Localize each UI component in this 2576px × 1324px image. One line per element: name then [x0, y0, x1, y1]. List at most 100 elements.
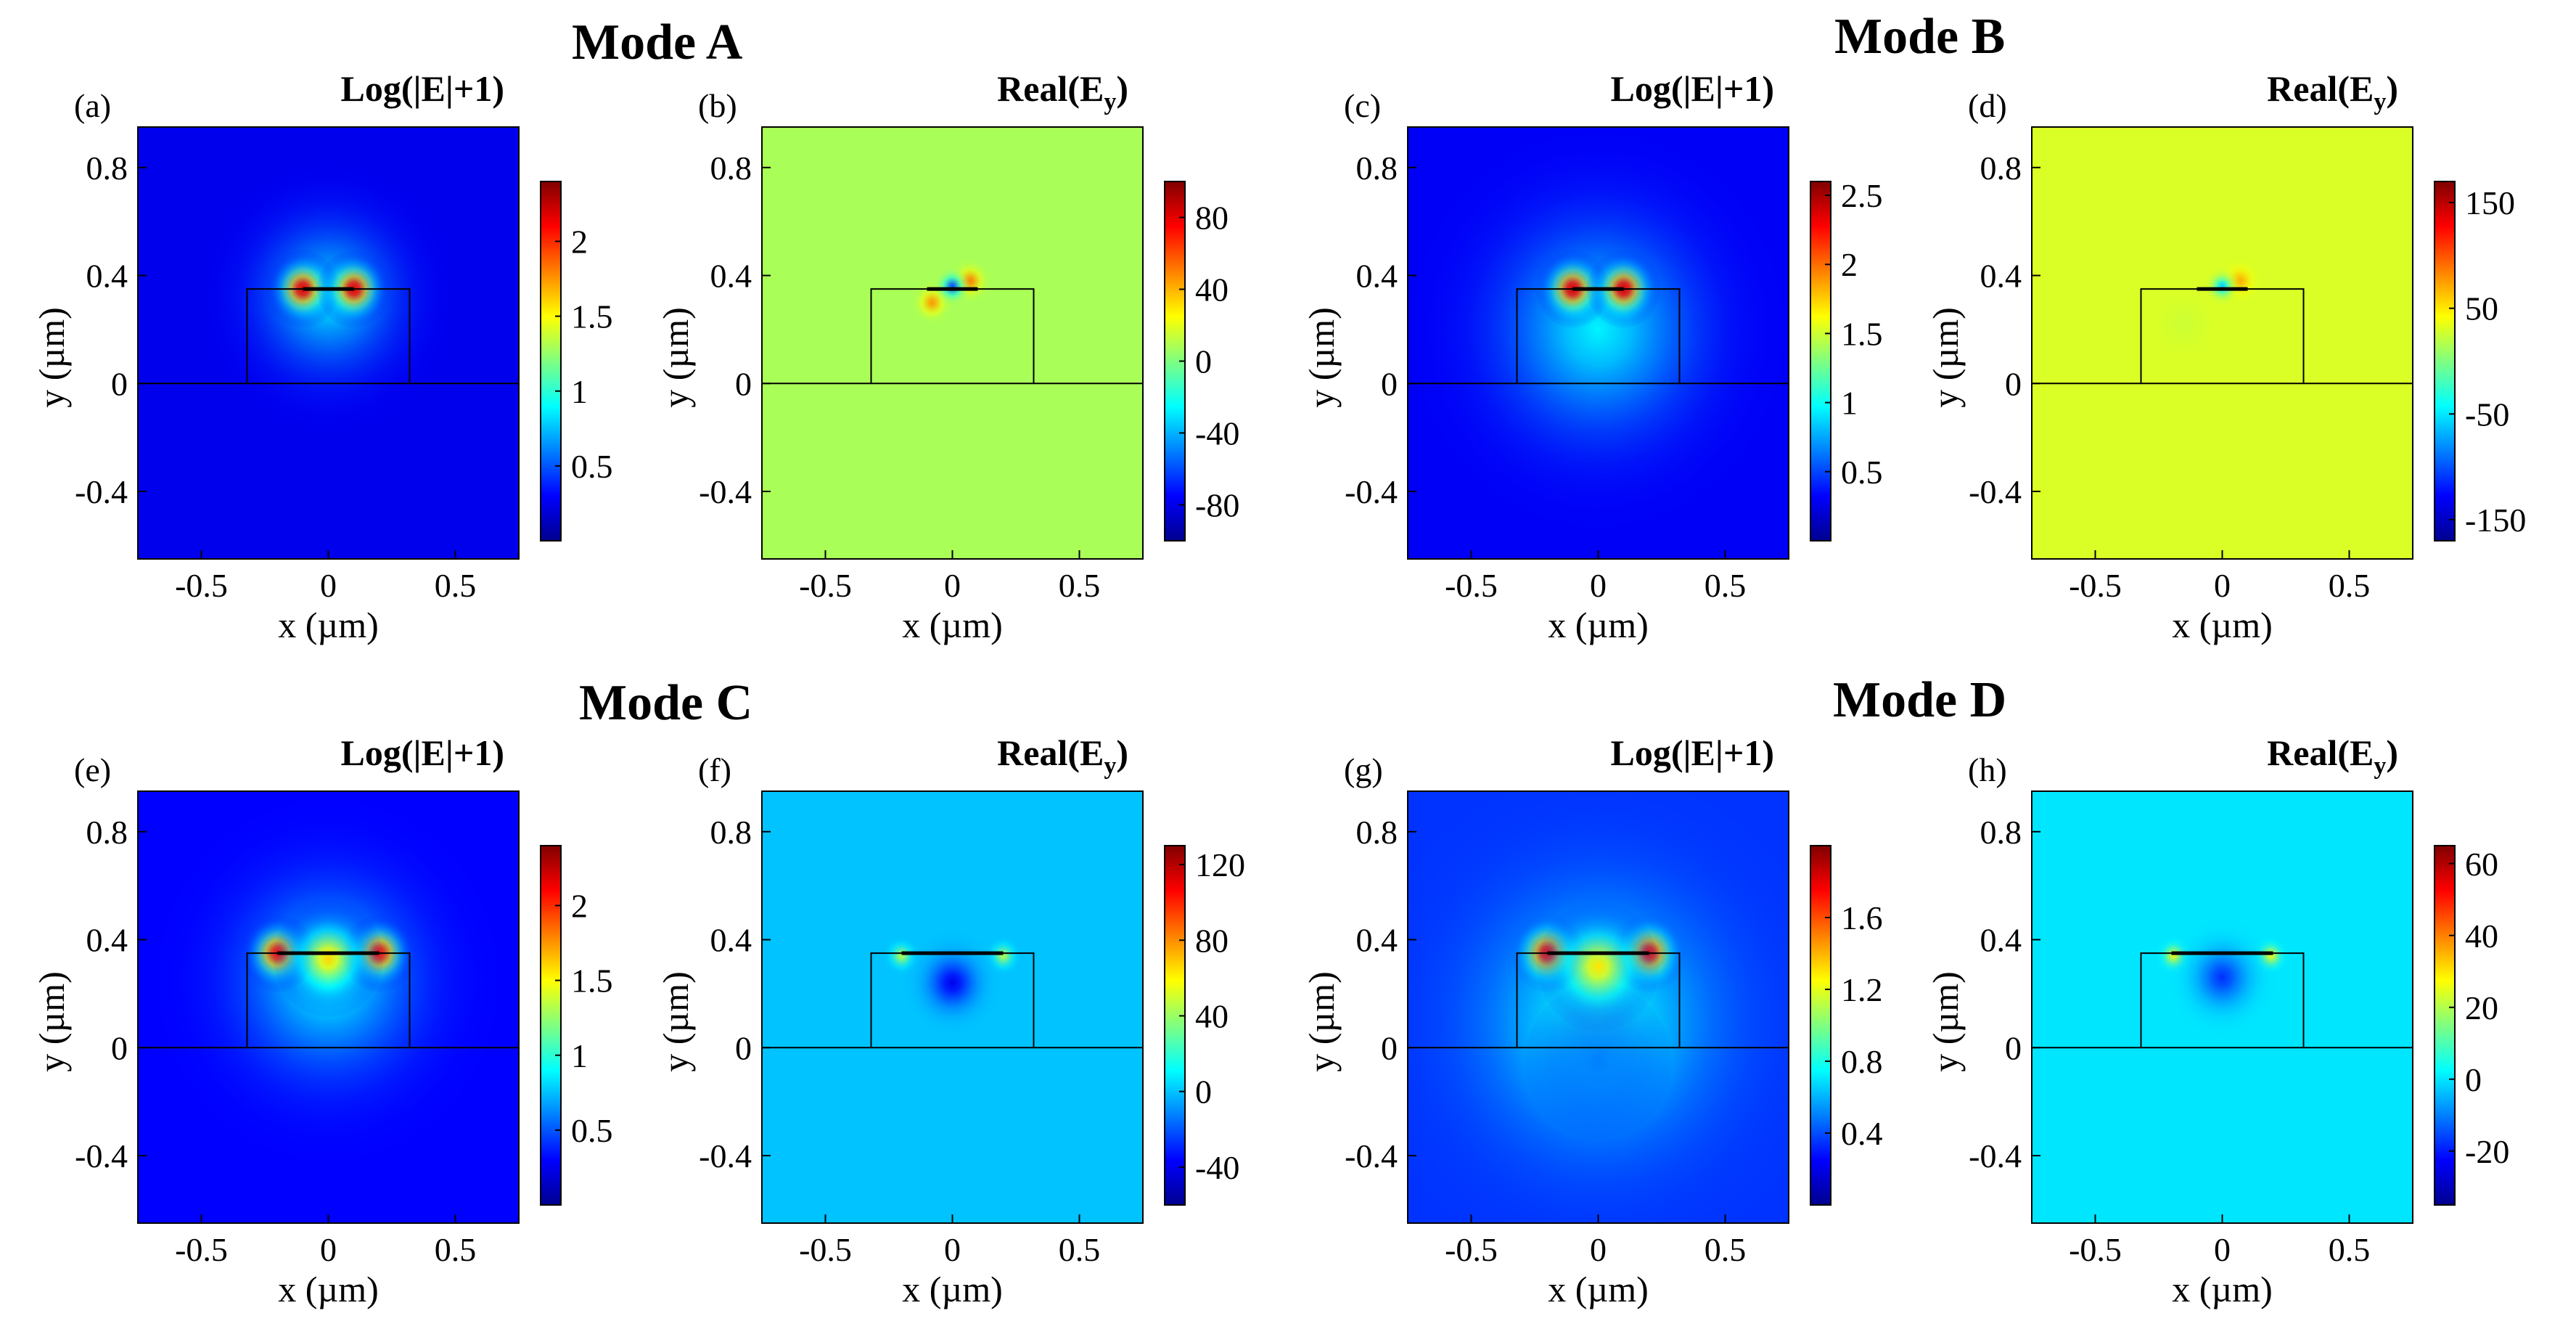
colorbar-tick-label: 120 — [1195, 846, 1245, 883]
x-tick-label: 0 — [320, 567, 337, 604]
field-lobe — [1408, 127, 1789, 537]
x-tick-label: 0.5 — [2329, 567, 2371, 604]
x-axis-label: x (µm) — [2172, 605, 2273, 645]
panel-g: -0.5 0 0.5 -0.4 0 0.4 0.8 x (µm) y (µm) (g) Log(|E… — [1301, 732, 1883, 1309]
colorbar-tick-label: 0.5 — [571, 448, 613, 485]
colorbar-tick-label: 150 — [2465, 184, 2515, 221]
x-axis-label: x (µm) — [278, 1269, 379, 1309]
panel-b: -0.5 0 0.5 -0.4 0 0.4 0.8 x (µm) y (µm) (b) Real(E… — [655, 68, 1239, 645]
panel-d: -0.5 0 0.5 -0.4 0 0.4 0.8 x (µm) y (µm) (d) Real(E… — [1925, 68, 2526, 645]
x-tick-label: 0 — [2214, 1231, 2231, 1268]
panel-label: (a) — [74, 87, 111, 124]
colorbar-tick-label: -150 — [2465, 502, 2526, 539]
panel-title-subscript: y — [2374, 89, 2386, 115]
y-tick-label: 0 — [2005, 365, 2022, 402]
y-tick-label: -0.4 — [1345, 473, 1398, 510]
y-tick-label: -0.4 — [699, 1137, 752, 1174]
y-tick-label: 0.4 — [1356, 258, 1398, 295]
mode-title-b: Mode B — [1834, 9, 2006, 65]
colorbar-tick-label: -40 — [1195, 1149, 1239, 1186]
colorbar-tick-label: 1.5 — [571, 298, 613, 335]
colorbar-tick-label: 1.6 — [1841, 899, 1883, 936]
y-tick-label: 0.8 — [710, 150, 752, 187]
y-tick-label: 0 — [2005, 1029, 2022, 1066]
field-hotspot — [1537, 902, 1660, 1031]
y-tick-label: 0.4 — [86, 922, 128, 959]
colorbar-tick-label: 2 — [1841, 246, 1858, 283]
field-f — [762, 791, 1143, 1223]
colorbar-tick-label: 50 — [2465, 290, 2498, 327]
mode-title-c: Mode C — [579, 675, 753, 731]
y-tick-label: 0.8 — [86, 150, 128, 187]
panel-title-close: ) — [2386, 68, 2398, 109]
panel-title-subscript: y — [2374, 753, 2386, 780]
panel-title-subscript: y — [1104, 89, 1116, 115]
panel-title: Real(Ey) — [2267, 732, 2398, 780]
y-tick-label: 0 — [1381, 1029, 1398, 1066]
x-tick-label: 0 — [320, 1231, 337, 1268]
x-tick-label: -0.5 — [175, 567, 228, 604]
colorbar-tick-label: 1 — [1841, 385, 1858, 422]
y-tick-label: -0.4 — [1969, 473, 2022, 510]
x-tick-label: 0 — [2214, 567, 2231, 604]
y-tick-label: 0.4 — [1980, 922, 2022, 959]
x-tick-label: -0.5 — [175, 1231, 228, 1268]
y-tick-label: 0.4 — [86, 258, 128, 295]
y-tick-label: 0.8 — [1356, 150, 1398, 187]
y-tick-label: 0.8 — [1980, 814, 2022, 851]
x-tick-label: 0.5 — [1705, 1231, 1747, 1268]
colorbar-tick-label: 20 — [2465, 989, 2498, 1026]
y-axis-label: y (µm) — [1925, 307, 1966, 408]
colorbar-tick-label: 0.5 — [1841, 454, 1883, 491]
y-tick-label: 0.4 — [1980, 258, 2022, 295]
field-b — [762, 127, 1143, 559]
y-axis-label: y (µm) — [655, 307, 696, 408]
colorbar-tick-label: 80 — [1195, 200, 1228, 237]
field-hotspot — [934, 266, 971, 306]
y-tick-label: -0.4 — [75, 473, 128, 510]
colorbar — [1810, 845, 1831, 1206]
colorbar — [1810, 181, 1831, 542]
colorbar — [1164, 845, 1186, 1206]
colorbar — [2434, 181, 2456, 542]
mode-title-d: Mode D — [1833, 672, 2007, 728]
x-tick-label: 0.5 — [435, 1231, 477, 1268]
panel-title-close: ) — [1116, 68, 1128, 109]
panel-label: (e) — [74, 751, 111, 788]
y-tick-label: -0.4 — [699, 473, 752, 510]
y-tick-label: 0.4 — [710, 258, 752, 295]
colorbar-tick-label: 1 — [571, 1037, 588, 1074]
x-tick-label: -0.5 — [2069, 567, 2122, 604]
x-tick-label: 0 — [944, 1231, 961, 1268]
colorbar-tick-label: 0 — [1195, 1074, 1212, 1111]
panel-c: -0.5 0 0.5 -0.4 0 0.4 0.8 x (µm) y (µm) (c) Log(|E… — [1301, 68, 1883, 645]
colorbar — [540, 181, 562, 542]
x-tick-label: -0.5 — [799, 567, 852, 604]
y-axis-label: y (µm) — [1925, 971, 1966, 1072]
x-axis-label: x (µm) — [902, 1269, 1003, 1309]
colorbar-tick-label: 0 — [1195, 343, 1212, 380]
x-tick-label: 0 — [944, 567, 961, 604]
colorbar-tick-label: 1 — [571, 373, 588, 410]
y-tick-label: -0.4 — [75, 1137, 128, 1174]
x-axis-label: x (µm) — [1548, 1269, 1649, 1309]
colorbar-tick-label: 0 — [2465, 1061, 2482, 1098]
field-background — [762, 127, 1143, 559]
panel-title-main: Real(E — [997, 68, 1104, 109]
x-tick-label: -0.5 — [1445, 1231, 1498, 1268]
field-c — [1408, 127, 1789, 559]
panel-label: (f) — [698, 751, 731, 788]
panel-e: -0.5 0 0.5 -0.4 0 0.4 0.8 x (µm) y (µm) (e) Log(|E… — [31, 732, 613, 1309]
x-tick-label: 0.5 — [1059, 1231, 1101, 1268]
panel-title: Log(|E|+1) — [340, 732, 504, 773]
x-tick-label: 0.5 — [1705, 567, 1747, 604]
x-axis-label: x (µm) — [2172, 1269, 2273, 1309]
colorbar-tick-label: 2.5 — [1841, 177, 1883, 214]
y-tick-label: 0.4 — [1356, 922, 1398, 959]
y-tick-label: 0 — [735, 1029, 752, 1066]
y-axis-label: y (µm) — [31, 971, 72, 1072]
field-lobe — [1525, 983, 1672, 1139]
panel-label: (d) — [1968, 87, 2007, 124]
y-axis-label: y (µm) — [31, 307, 72, 408]
field-d — [2032, 127, 2413, 559]
